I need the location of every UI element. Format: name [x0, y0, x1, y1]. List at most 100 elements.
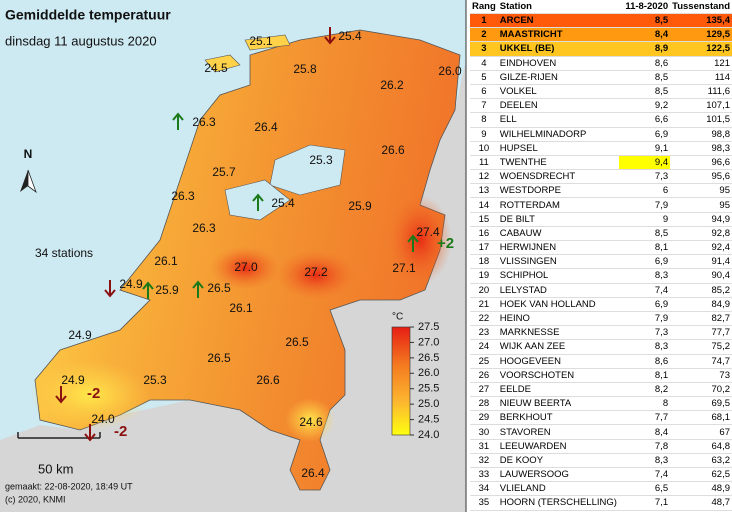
total: 96,6: [670, 155, 732, 171]
table-row: 32 DE KOOY 8,3 63,2: [470, 453, 732, 469]
rank: 28: [470, 396, 498, 412]
total: 63,2: [670, 453, 732, 469]
temperature-label: 24.6: [299, 415, 323, 429]
rank: 3: [470, 41, 498, 57]
rank: 23: [470, 325, 498, 341]
station: ROTTERDAM: [497, 197, 619, 213]
temperature-label: 26.5: [285, 335, 309, 349]
total: 74,7: [670, 354, 732, 369]
table-row: 28 NIEUW BEERTA 8 69,5: [470, 396, 732, 412]
total: 62,5: [670, 467, 732, 483]
day-value: 7,7: [618, 410, 671, 426]
rank: 17: [470, 240, 498, 256]
temperature-label: 26.1: [154, 254, 178, 268]
total: 67: [670, 424, 732, 440]
day-value: 7,4: [618, 467, 671, 483]
rank: 10: [470, 141, 498, 156]
day-value: 9,1: [618, 141, 671, 156]
rank: 1: [470, 13, 498, 29]
day-value: 7,3: [618, 325, 671, 341]
total: 48,7: [670, 495, 732, 511]
rank: 5: [470, 70, 498, 85]
map: Gemiddelde temperatuur dinsdag 11 august…: [0, 0, 467, 512]
subtitle: dinsdag 11 augustus 2020: [5, 33, 157, 48]
station: HUPSEL: [497, 141, 619, 156]
day-value: 8,2: [618, 382, 671, 398]
total: 64,8: [670, 439, 732, 454]
station: HERWIJNEN: [497, 240, 619, 256]
station: EINDHOVEN: [497, 56, 619, 71]
cool-area: [285, 398, 335, 442]
station: LAUWERSOOG: [497, 467, 619, 483]
temperature-label: 25.1: [249, 34, 273, 48]
temperature-label: 27.0: [234, 260, 258, 274]
table-row: 30 STAVOREN 8,4 67: [470, 424, 732, 440]
rank: 30: [470, 424, 498, 440]
temperature-label: 26.2: [380, 78, 404, 92]
table-row: 22 HEINO 7,9 82,7: [470, 311, 732, 327]
total: 68,1: [670, 410, 732, 426]
table-row: 3 UKKEL (BE) 8,9 122,5: [470, 41, 732, 57]
legend-label: 25.0: [418, 398, 439, 410]
temperature-label: 26.4: [254, 120, 278, 134]
table-row: 10 HUPSEL 9,1 98,3: [470, 141, 732, 156]
day-value: 7,9: [618, 311, 671, 327]
station: UKKEL (BE): [497, 41, 619, 57]
total: 77,7: [670, 325, 732, 341]
total: 107,1: [670, 98, 732, 114]
table-row: 12 WOENSDRECHT 7,3 95,6: [470, 169, 732, 185]
table-row: 7 DEELEN 9,2 107,1: [470, 98, 732, 114]
north-arrow: [27, 169, 37, 194]
rank: 26: [470, 368, 498, 383]
change-label: -2: [87, 385, 100, 402]
total: 91,4: [670, 254, 732, 270]
rank: 22: [470, 311, 498, 327]
rank: 29: [470, 410, 498, 426]
day-value: 8,1: [618, 368, 671, 383]
temperature-label: 25.3: [309, 153, 333, 167]
total: 82,7: [670, 311, 732, 327]
total: 95,6: [670, 169, 732, 185]
total: 90,4: [670, 268, 732, 284]
legend-label: 27.0: [418, 336, 439, 348]
table-row: 35 HOORN (TERSCHELLING) 7,1 48,7: [470, 495, 732, 511]
table-header: Rang Station 11-8-2020 Tussenstand: [470, 0, 732, 14]
total: 111,6: [670, 84, 732, 100]
station: BERKHOUT: [497, 410, 619, 426]
table-row: 9 WILHELMINADORP 6,9 98,8: [470, 127, 732, 142]
table-row: 13 WESTDORPE 6 95: [470, 183, 732, 199]
rank: 8: [470, 112, 498, 128]
temperature-label: 25.4: [338, 29, 362, 43]
temperature-label: 26.3: [192, 221, 216, 235]
table-row: 8 ELL 6,6 101,5: [470, 112, 732, 128]
total: 75,2: [670, 339, 732, 355]
rank: 34: [470, 481, 498, 497]
table-row: 26 VOORSCHOTEN 8,1 73: [470, 368, 732, 383]
temperature-label: 25.3: [143, 373, 167, 387]
column-header: Station: [497, 0, 619, 14]
rank: 2: [470, 27, 498, 43]
total: 114: [670, 70, 732, 85]
table-row: 21 HOEK VAN HOLLAND 6,9 84,9: [470, 297, 732, 312]
station: WESTDORPE: [497, 183, 619, 199]
color-bar: [391, 326, 411, 436]
day-value: 8,3: [618, 453, 671, 469]
day-value: 8,5: [618, 84, 671, 100]
table-row: 19 SCHIPHOL 8,3 90,4: [470, 268, 732, 284]
day-value: 7,8: [618, 439, 671, 454]
change-arrow: [172, 112, 184, 121]
day-value: 7,3: [618, 169, 671, 185]
island: [244, 34, 291, 51]
table-row: 17 HERWIJNEN 8,1 92,4: [470, 240, 732, 256]
rank: 25: [470, 354, 498, 369]
table-row: 16 CABAUW 8,5 92,8: [470, 226, 732, 242]
copyright: (c) 2020, KNMI: [5, 494, 66, 504]
temperature-label: 26.6: [256, 373, 280, 387]
total: 85,2: [670, 283, 732, 298]
column-header: 11-8-2020: [618, 0, 671, 14]
rank: 32: [470, 453, 498, 469]
rank: 19: [470, 268, 498, 284]
temperature-label: 26.5: [207, 351, 231, 365]
table-row: 20 LELYSTAD 7,4 85,2: [470, 283, 732, 298]
